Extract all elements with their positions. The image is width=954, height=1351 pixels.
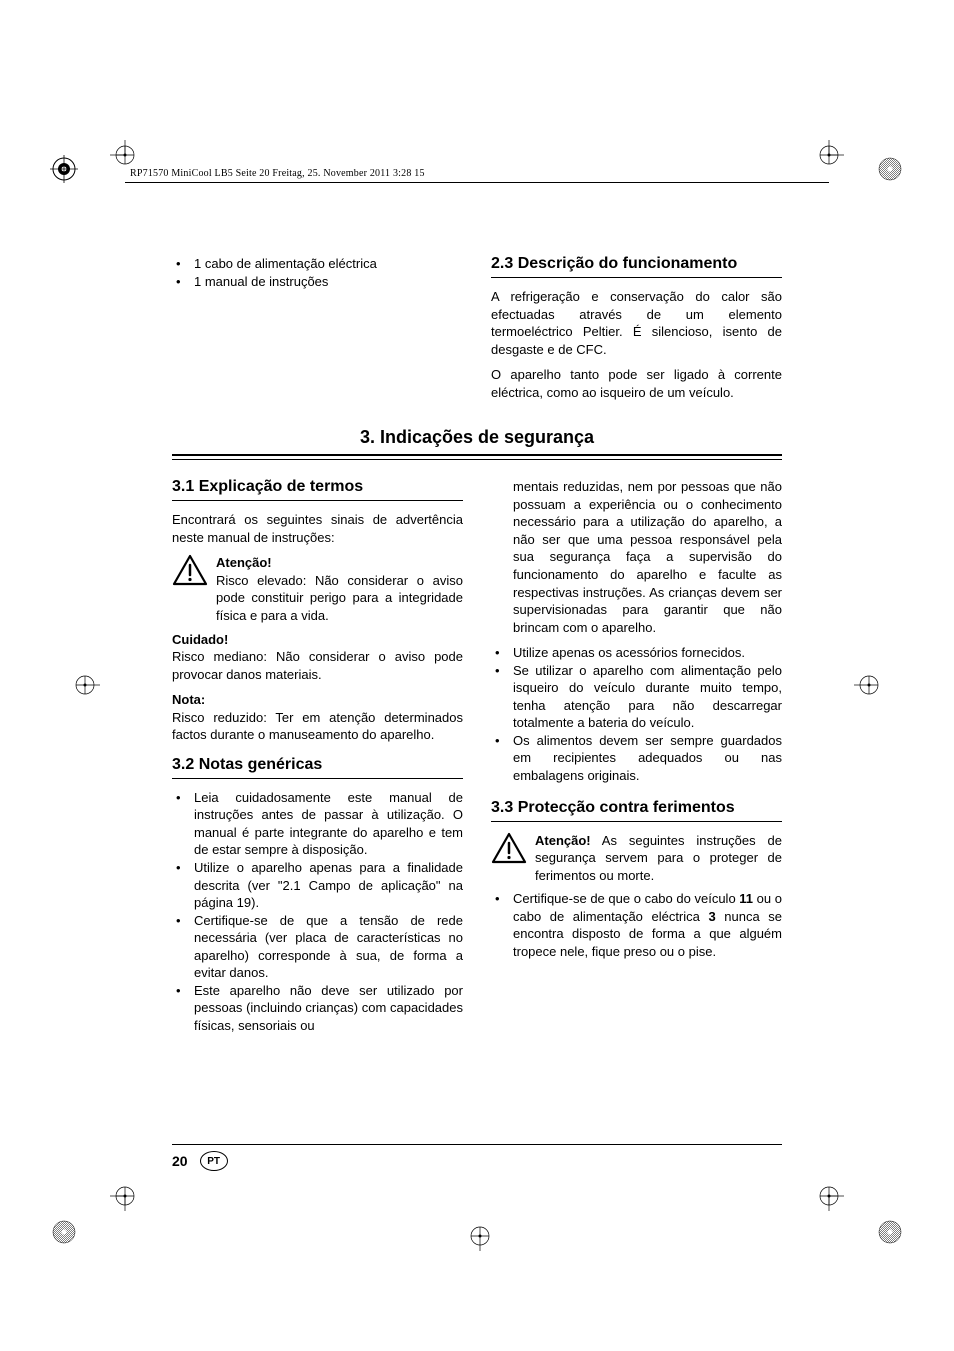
- ref-number: 3: [708, 909, 715, 924]
- crop-mark-icon: [814, 140, 844, 170]
- package-contents-list: 1 cabo de alimentação eléctrica 1 manual…: [172, 255, 463, 290]
- list-item: 1 cabo de alimentação eléctrica: [172, 255, 463, 273]
- heading-rule: [491, 277, 782, 278]
- general-notes-list-cont: Utilize apenas os acessórios fornecidos.…: [491, 644, 782, 784]
- section-heading: 3.3 Protecção contra ferimentos: [491, 799, 782, 817]
- crop-mark-icon: [110, 140, 140, 170]
- warning-block: Atenção! As seguintes instruções de segu…: [491, 832, 782, 885]
- page-number: 20: [172, 1153, 188, 1169]
- list-item: Utilize apenas os acessórios fornecidos.: [491, 644, 782, 662]
- heading-rule: [172, 500, 463, 501]
- list-item: Este aparelho não deve ser utilizado por…: [172, 982, 463, 1035]
- body-text: mentais reduzidas, nem por pessoas que n…: [491, 478, 782, 636]
- note-text: Risco reduzido: Ter em atenção determina…: [172, 710, 463, 743]
- crop-mark-icon: [814, 1181, 844, 1211]
- crop-mark-icon: [110, 1181, 140, 1211]
- warning-triangle-icon: [491, 832, 527, 866]
- language-badge: PT: [200, 1151, 228, 1171]
- warning-block: Atenção! Risco elevado: Não considerar o…: [172, 554, 463, 624]
- body-text: A refrigeração e conservação do calor sã…: [491, 288, 782, 358]
- list-item: Os alimentos devem ser sempre guardados …: [491, 732, 782, 785]
- list-item: Se utilizar o aparelho com alimentação p…: [491, 662, 782, 732]
- warning-triangle-icon: [172, 554, 208, 588]
- chapter-heading: 3. Indicações de segurança: [172, 427, 782, 448]
- warning-text: Risco elevado: Não considerar o aviso po…: [216, 573, 463, 623]
- crop-mark-icon: [465, 1221, 495, 1251]
- body-text: Encontrará os seguintes sinais de advert…: [172, 511, 463, 546]
- general-notes-list: Leia cuidadosamente este manual de instr…: [172, 789, 463, 1035]
- registration-mark-icon: [50, 155, 78, 183]
- print-header: RP71570 MiniCool LB5 Seite 20 Freitag, 2…: [130, 168, 425, 179]
- section-heading: 2.3 Descrição do funcionamento: [491, 255, 782, 273]
- list-item: 1 manual de instruções: [172, 273, 463, 291]
- page-footer: 20 PT: [172, 1144, 782, 1171]
- crop-mark-icon: [70, 670, 100, 700]
- section-heading: 3.2 Notas genéricas: [172, 756, 463, 774]
- injury-protection-list: Certifique-se de que o cabo do veículo 1…: [491, 890, 782, 960]
- manual-page: RP71570 MiniCool LB5 Seite 20 Freitag, 2…: [0, 0, 954, 1351]
- caution-text: Risco mediano: Não considerar o aviso po…: [172, 649, 463, 682]
- list-item: Certifique-se de que o cabo do veículo 1…: [491, 890, 782, 960]
- warning-label: Atenção!: [216, 555, 272, 570]
- body-text: Cuidado! Risco mediano: Não considerar o…: [172, 631, 463, 684]
- registration-mark-icon: [50, 1218, 78, 1246]
- registration-mark-icon: [876, 1218, 904, 1246]
- list-item: Utilize o aparelho apenas para a finalid…: [172, 859, 463, 912]
- section-heading: 3.1 Explicação de termos: [172, 478, 463, 496]
- registration-mark-icon: [876, 155, 904, 183]
- heading-rule: [172, 778, 463, 779]
- caution-label: Cuidado!: [172, 632, 228, 647]
- warning-label: Atenção!: [535, 833, 591, 848]
- page-content: 1 cabo de alimentação eléctrica 1 manual…: [172, 255, 782, 1035]
- list-item: Leia cuidadosamente este manual de instr…: [172, 789, 463, 859]
- heading-rule: [491, 821, 782, 822]
- list-item: Certifique-se de que a tensão de rede ne…: [172, 912, 463, 982]
- body-text: Nota: Risco reduzido: Ter em atenção det…: [172, 691, 463, 744]
- crop-mark-icon: [854, 670, 884, 700]
- body-text: O aparelho tanto pode ser ligado à corre…: [491, 366, 782, 401]
- header-rule: [125, 182, 829, 183]
- ref-number: 11: [739, 891, 753, 906]
- chapter-rule: [172, 454, 782, 460]
- note-label: Nota:: [172, 692, 205, 707]
